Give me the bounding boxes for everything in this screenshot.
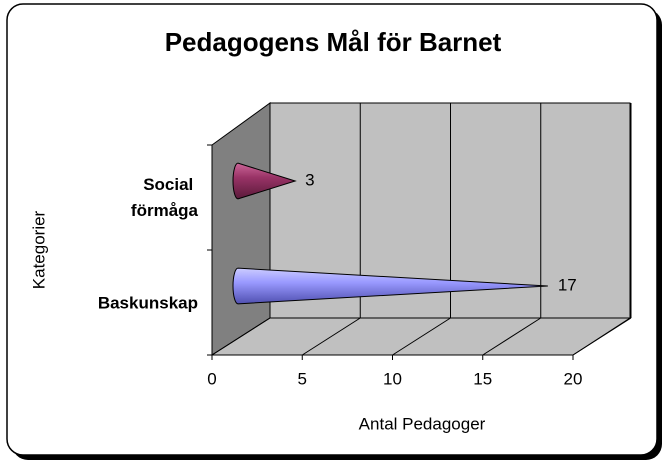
side-wall (211, 102, 271, 356)
chart-title: Pedagogens Mål för Barnet (165, 27, 502, 57)
cone (232, 162, 297, 200)
x-tick-label: 0 (207, 369, 216, 388)
cone (232, 267, 548, 305)
x-axis-label: Antal Pedagoger (359, 414, 486, 433)
grid-line (211, 317, 271, 356)
grid-line (572, 317, 632, 356)
x-tick-label: 5 (298, 369, 307, 388)
grid-line (392, 317, 451, 356)
y-axis-label: Kategorier (29, 210, 48, 289)
grid-line (482, 317, 542, 356)
y-tick-label: Social förmåga (131, 175, 199, 220)
x-tick-label: 15 (473, 369, 492, 388)
x-tick-label: 20 (564, 369, 583, 388)
x-tick-label: 10 (383, 369, 402, 388)
data-label: 17 (558, 275, 577, 294)
y-tick-label: Baskunskap (98, 293, 198, 312)
grid-line (301, 317, 361, 356)
data-label: 3 (305, 170, 314, 189)
